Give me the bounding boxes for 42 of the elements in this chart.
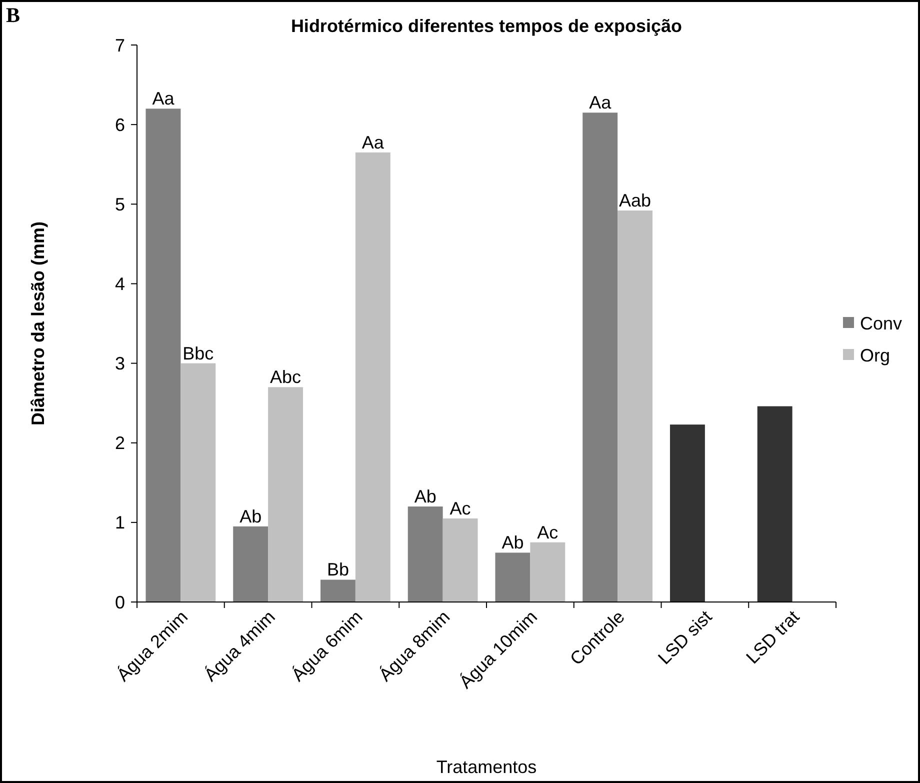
y-tick-label: 1	[114, 512, 125, 533]
y-tick-label: 5	[114, 194, 125, 214]
x-axis-title: Tratamentos	[436, 757, 537, 777]
data-label: Aab	[619, 190, 652, 211]
bar	[146, 108, 181, 602]
data-label: Aa	[362, 132, 385, 152]
data-label: Bbc	[182, 343, 214, 364]
y-tick-label: 2	[114, 433, 125, 454]
data-label: Ab	[414, 486, 436, 507]
data-label: Ab	[240, 506, 262, 526]
bar	[355, 152, 390, 602]
bar	[233, 526, 268, 602]
text: B	[6, 3, 20, 27]
legend-label: Conv	[860, 313, 902, 334]
y-tick-label: 6	[114, 114, 125, 135]
chart-title: Hidrotérmico diferentes tempos de exposição	[290, 16, 682, 36]
bar	[320, 580, 356, 602]
data-label: Aa	[152, 88, 176, 109]
data-label: Ab	[502, 532, 524, 553]
data-label: Ac	[537, 522, 558, 542]
y-tick-label: 0	[114, 592, 125, 612]
bar	[408, 506, 443, 602]
bar	[670, 424, 705, 602]
bar	[582, 112, 618, 602]
bar	[618, 210, 653, 602]
data-label: Ac	[450, 498, 471, 518]
data-label: Bb	[326, 560, 349, 580]
y-axis-title: Diâmetro da lesão (mm)	[28, 221, 48, 426]
data-label: Abc	[270, 367, 302, 388]
y-tick-label: 7	[114, 35, 125, 56]
legend-label: Org	[860, 345, 890, 366]
bar	[757, 406, 792, 602]
x-tick-label: LSD sist	[654, 606, 716, 668]
bar	[495, 552, 530, 602]
x-tick-label: LSD trat	[742, 606, 804, 668]
y-tick-label: 4	[114, 274, 125, 294]
bar	[180, 363, 216, 602]
data-label: Aa	[589, 92, 612, 113]
bar	[268, 387, 304, 602]
y-tick-label: 3	[114, 354, 125, 374]
bar	[530, 542, 566, 602]
bar	[442, 518, 478, 602]
